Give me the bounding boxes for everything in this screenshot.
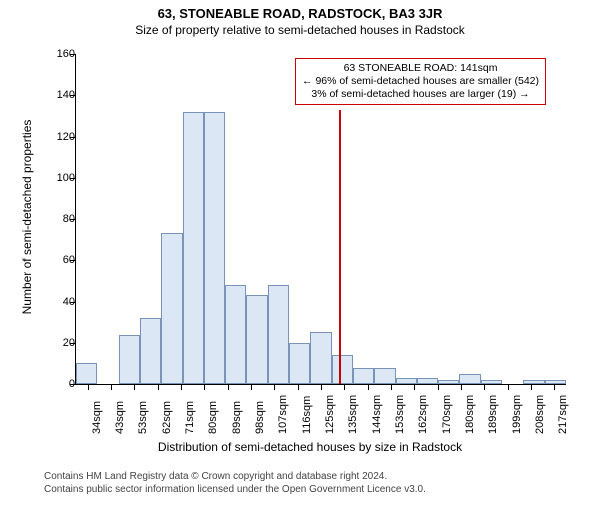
y-tick-label: 40 xyxy=(35,296,75,308)
x-tick xyxy=(554,384,555,390)
histogram-bar xyxy=(76,363,97,384)
histogram-bar xyxy=(119,335,140,385)
x-tick xyxy=(531,384,532,390)
x-tick xyxy=(204,384,205,390)
x-tick-label: 199sqm xyxy=(511,395,523,434)
page-subtitle: Size of property relative to semi-detach… xyxy=(0,23,600,37)
x-tick-label: 217sqm xyxy=(557,395,569,434)
x-tick xyxy=(344,384,345,390)
annotation-line-1: 63 STONEABLE ROAD: 141sqm xyxy=(302,62,539,75)
x-tick-label: 116sqm xyxy=(301,396,313,434)
x-tick xyxy=(298,384,299,390)
x-tick-label: 71sqm xyxy=(184,401,196,434)
histogram-bar xyxy=(246,295,267,384)
x-tick xyxy=(461,384,462,390)
x-axis-title: Distribution of semi-detached houses by … xyxy=(45,440,575,454)
histogram-bar xyxy=(289,343,310,384)
x-tick xyxy=(391,384,392,390)
histogram-bar xyxy=(225,285,246,384)
footer-line-1: Contains HM Land Registry data © Crown c… xyxy=(44,471,426,484)
y-tick-label: 80 xyxy=(35,213,75,225)
x-tick-label: 144sqm xyxy=(371,395,383,434)
x-tick-label: 62sqm xyxy=(161,401,173,434)
x-tick xyxy=(158,384,159,390)
x-tick xyxy=(274,384,275,390)
x-tick-label: 208sqm xyxy=(534,395,546,434)
x-tick-label: 98sqm xyxy=(254,401,266,434)
histogram-bar xyxy=(353,368,374,385)
histogram-bar xyxy=(545,380,566,384)
x-tick xyxy=(484,384,485,390)
y-tick-label: 60 xyxy=(35,254,75,266)
footer-line-2: Contains public sector information licen… xyxy=(44,484,426,497)
y-tick-label: 120 xyxy=(35,131,75,143)
x-tick xyxy=(414,384,415,390)
histogram-bar xyxy=(438,380,459,384)
x-tick-label: 107sqm xyxy=(277,395,289,434)
x-tick-label: 43sqm xyxy=(114,401,126,434)
histogram-bar xyxy=(310,332,331,384)
x-tick-label: 125sqm xyxy=(324,395,336,434)
x-tick-label: 170sqm xyxy=(441,395,453,434)
y-tick-label: 160 xyxy=(35,48,75,60)
histogram-bar xyxy=(183,112,204,384)
footer: Contains HM Land Registry data © Crown c… xyxy=(44,471,426,496)
annotation-line-3: 3% of semi-detached houses are larger (1… xyxy=(302,88,539,101)
y-tick-label: 20 xyxy=(35,337,75,349)
histogram-bar xyxy=(140,318,161,384)
plot-region: 63 STONEABLE ROAD: 141sqm ← 96% of semi-… xyxy=(75,54,566,385)
x-tick xyxy=(111,384,112,390)
y-tick-label: 0 xyxy=(35,378,75,390)
x-tick xyxy=(368,384,369,390)
x-tick xyxy=(508,384,509,390)
histogram-bar xyxy=(332,355,353,384)
x-tick-label: 80sqm xyxy=(207,401,219,434)
x-tick-label: 53sqm xyxy=(137,401,149,434)
histogram-bar xyxy=(374,368,395,385)
histogram-bar xyxy=(523,380,544,384)
x-tick xyxy=(321,384,322,390)
x-tick xyxy=(134,384,135,390)
histogram-bar xyxy=(161,233,182,384)
x-tick-label: 135sqm xyxy=(347,395,359,434)
annotation-line-2: ← 96% of semi-detached houses are smalle… xyxy=(302,75,539,88)
histogram-bar xyxy=(204,112,225,384)
histogram-bar xyxy=(459,374,480,384)
x-tick xyxy=(228,384,229,390)
x-tick-label: 189sqm xyxy=(487,395,499,434)
y-tick-label: 140 xyxy=(35,89,75,101)
x-tick-label: 180sqm xyxy=(464,395,476,434)
x-tick xyxy=(251,384,252,390)
x-tick xyxy=(438,384,439,390)
annotation-box: 63 STONEABLE ROAD: 141sqm ← 96% of semi-… xyxy=(295,58,546,105)
x-tick-label: 153sqm xyxy=(394,395,406,434)
histogram-bar xyxy=(417,378,438,384)
marker-line xyxy=(339,110,341,384)
x-tick-label: 89sqm xyxy=(231,401,243,434)
y-tick-label: 100 xyxy=(35,172,75,184)
x-tick-label: 34sqm xyxy=(91,401,103,434)
page-title: 63, STONEABLE ROAD, RADSTOCK, BA3 3JR xyxy=(0,6,600,21)
x-tick-label: 162sqm xyxy=(417,395,429,434)
histogram-bar xyxy=(268,285,289,384)
x-tick xyxy=(88,384,89,390)
x-tick xyxy=(181,384,182,390)
chart-area: Number of semi-detached properties 63 ST… xyxy=(45,52,575,422)
